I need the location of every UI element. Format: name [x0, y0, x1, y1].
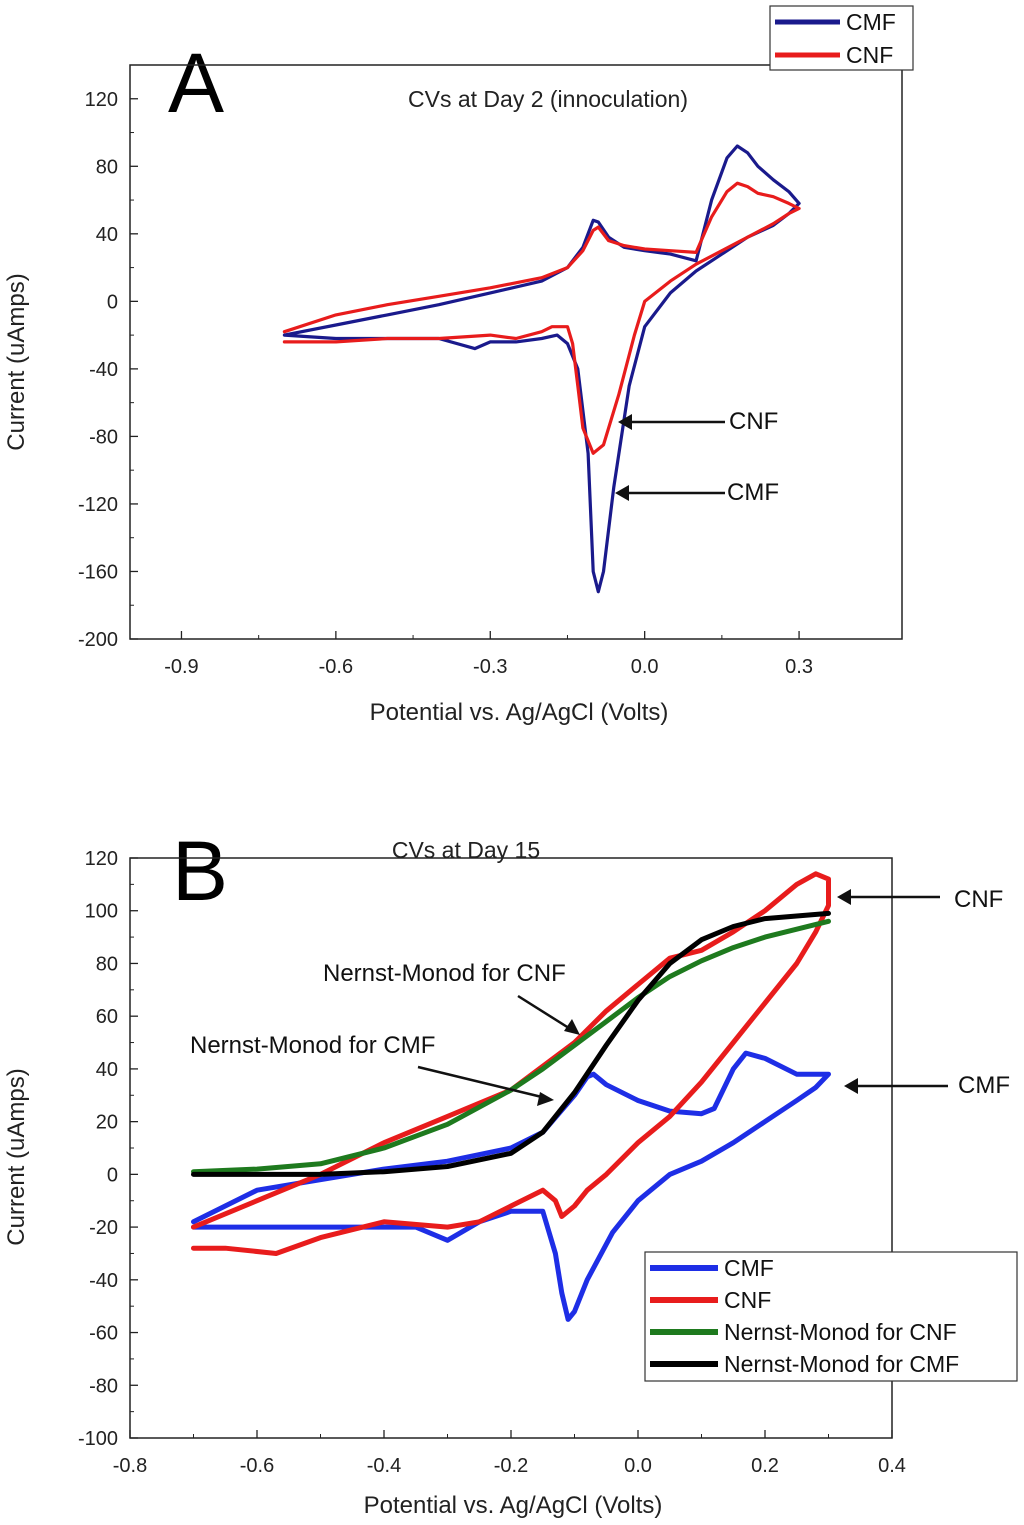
panel-b-x-tick-label: -0.8: [113, 1455, 147, 1477]
panel-b-y-tick-label: 100: [85, 901, 118, 923]
panel-a-legend-label-cnf: CNF: [846, 42, 893, 68]
panel-b-y-tick-label: -80: [89, 1375, 118, 1397]
panel-b-y-tick-label: 0: [107, 1164, 118, 1186]
panel-b: B CVs at Day 15 -100 -80 -60 -40 -20 0 20 40 60 8…: [3, 824, 1018, 1519]
panel-b-legend-label-cmf: CMF: [724, 1255, 774, 1281]
panel-a-y-tick-label: -40: [89, 359, 118, 381]
panel-a-y-axis-title: Current (uAmps): [3, 273, 30, 450]
panel-b-letter: B: [172, 824, 228, 918]
panel-b-x-tick-label: 0.2: [751, 1455, 779, 1477]
panel-a-y-tick-label: 0: [107, 291, 118, 313]
panel-b-annotation-arrowhead-cnf: [837, 889, 851, 905]
panel-b-y-ticks: -100 -80 -60 -40 -20 0 20 40 60 80 100 120: [78, 848, 138, 1450]
panel-a-annotation-cmf: CMF: [727, 479, 779, 506]
panel-b-legend: [644, 1251, 1018, 1382]
panel-a-y-tick-label: -80: [89, 426, 118, 448]
panel-b-x-tick-label: -0.4: [367, 1455, 401, 1477]
panel-a-y-tick-label: 120: [85, 89, 118, 111]
panel-a-y-ticks: -200 -160 -120 -80 -40 0 40 80 120: [78, 89, 138, 651]
panel-b-y-tick-label: 40: [96, 1059, 118, 1081]
panel-b-annotation-arrowhead-cmf: [844, 1078, 858, 1094]
panel-b-annotation-nm-cmf: Nernst-Monod for CMF: [190, 1032, 435, 1059]
panel-b-x-tick-label: -0.6: [240, 1455, 274, 1477]
panel-b-legend-label-nm-cnf: Nernst-Monod for CNF: [724, 1319, 957, 1345]
panel-b-legend-label-cnf: CNF: [724, 1287, 771, 1313]
panel-a-x-tick-label: -0.6: [319, 656, 353, 678]
panel-b-series-nernst-monod-for-cnf: [191, 918, 831, 1175]
panel-a-annotation-arrowhead-cnf: [618, 414, 632, 430]
panel-a-annotation-arrowhead-cmf: [615, 485, 629, 501]
panel-a-y-tick-label: -160: [78, 561, 118, 583]
panel-a-x-axis-title: Potential vs. Ag/AgCl (Volts): [370, 699, 669, 726]
panel-b-y-tick-label: -40: [89, 1270, 118, 1292]
panel-a-letter: A: [168, 36, 224, 130]
panel-a-title: CVs at Day 2 (innoculation): [408, 86, 688, 112]
panel-a-x-tick-label: 0.0: [631, 656, 659, 678]
panel-b-title: CVs at Day 15: [392, 837, 540, 863]
panel-a-x-ticks: -0.9 -0.6 -0.3 0.0 0.3: [164, 631, 813, 678]
panel-b-y-tick-label: -60: [89, 1323, 118, 1345]
panel-b-y-tick-label: -20: [89, 1217, 118, 1239]
panel-a-y-tick-label: 80: [96, 156, 118, 178]
panel-b-annotation-nm-cnf: Nernst-Monod for CNF: [323, 960, 566, 987]
panel-b-series-cnf: [191, 871, 831, 1256]
panel-b-annotation-arrowhead-nm-cmf: [537, 1092, 554, 1106]
panel-a-legend: [769, 5, 914, 71]
panel-b-x-tick-label: -0.2: [494, 1455, 528, 1477]
panel-b-x-axis-title: Potential vs. Ag/AgCl (Volts): [364, 1492, 663, 1519]
panel-b-legend-label-nm-cmf: Nernst-Monod for CMF: [724, 1351, 959, 1377]
panel-b-y-tick-label: -100: [78, 1428, 118, 1450]
panel-a-series-cnf: [282, 181, 801, 455]
panel-b-annotation-arrow-nm-cnf: [517, 994, 573, 1032]
panel-a-series: [282, 144, 801, 594]
panel-a-y-tick-label: -200: [78, 629, 118, 651]
panel-b-x-tick-label: 0.0: [624, 1455, 652, 1477]
panel-a-plot-frame: [129, 64, 903, 640]
panel-b-series: [191, 871, 831, 1322]
panel-a-y-tick-label: -120: [78, 494, 118, 516]
panel-b-y-tick-label: 80: [96, 953, 118, 975]
panel-b-annotation-cmf: CMF: [958, 1072, 1010, 1099]
panel-b-y-tick-label: 60: [96, 1006, 118, 1028]
panel-b-y-tick-label: 20: [96, 1112, 118, 1134]
panel-a-legend-label-cmf: CMF: [846, 9, 896, 35]
panel-a-annotation-cnf: CNF: [729, 408, 778, 435]
panel-b-annotation-cnf: CNF: [954, 886, 1003, 913]
panel-a-x-tick-label: 0.3: [785, 656, 813, 678]
panel-b-y-axis-title: Current (uAmps): [3, 1068, 30, 1245]
panel-b-annotation-arrow-nm-cmf: [417, 1065, 547, 1100]
panel-a-y-tick-label: 40: [96, 224, 118, 246]
panel-b-x-ticks: -0.8 -0.6 -0.4 -0.2 0.0 0.2 0.4: [113, 1430, 906, 1477]
panel-a-x-tick-label: -0.9: [164, 656, 198, 678]
panel-b-y-tick-label: 120: [85, 848, 118, 870]
panel-a-x-tick-label: -0.3: [473, 656, 507, 678]
panel-a: A CVs at Day 2 (innoculation) -200 -160 -1…: [3, 5, 914, 726]
panel-b-annotation-arrowhead-nm-cnf: [564, 1019, 580, 1035]
panel-b-series-nernst-monod-for-cmf: [191, 910, 831, 1177]
panel-a-series-cmf: [282, 144, 801, 594]
panel-b-x-tick-label: 0.4: [878, 1455, 906, 1477]
